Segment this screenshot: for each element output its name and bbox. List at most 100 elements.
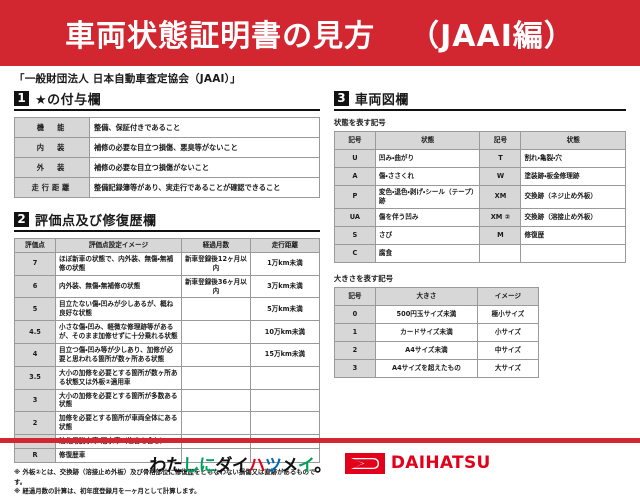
cell-score: 4.5 bbox=[14, 320, 56, 345]
slogan-char: メ bbox=[281, 455, 298, 476]
cell-mileage bbox=[249, 388, 320, 413]
table-row: 2 加修を必要とする箇所が車両全体にある状態 bbox=[14, 411, 320, 436]
row-value: 補修の必要な目立つ損傷がないこと bbox=[89, 157, 320, 178]
cell-image: 大サイズ bbox=[476, 358, 539, 378]
left-column: 1 ★の付与欄 機 能 整備、保証付きであること 内 装 補修の必要な目立つ損傷… bbox=[14, 89, 320, 497]
cell-period bbox=[180, 365, 251, 390]
cell-symbol-left: U bbox=[333, 149, 376, 168]
cell-period bbox=[180, 320, 251, 345]
slogan-char: し bbox=[182, 455, 199, 476]
cell-image: 小サイズ bbox=[476, 322, 539, 342]
table-row: 5 目立たない傷・凹みが少しあるが、概ね良好な状態 5万km未満 bbox=[14, 297, 320, 322]
cell-symbol: 0 bbox=[333, 304, 376, 324]
page-title-subtitle: （JAAI編） bbox=[409, 19, 575, 54]
cell-size: A4サイズを超えたもの bbox=[374, 358, 478, 378]
column-header-size: 大きさ bbox=[374, 286, 478, 306]
cell-image: 加修を必要とする箇所が車両全体にある状態 bbox=[55, 411, 182, 436]
cell-score: 6 bbox=[14, 274, 56, 299]
daihatsu-logo: DAIHATSU bbox=[344, 452, 491, 474]
table-header-row: 評価点 評価点設定イメージ 経過月数 走行距離 bbox=[14, 238, 320, 253]
star-criteria-table: 機 能 整備、保証付きであること 内 装 補修の必要な目立つ損傷、悪臭等がないこ… bbox=[14, 117, 320, 198]
cell-symbol: 2 bbox=[333, 340, 376, 360]
cell-image: 小さな傷・凹み、軽微な修理跡等があるが、そのまま加修せずに十分乗れる状態 bbox=[55, 320, 182, 345]
cell-mileage bbox=[249, 448, 320, 463]
row-value: 補修の必要な目立つ損傷、悪臭等がないこと bbox=[89, 137, 320, 158]
column-header-condition-right: 状態 bbox=[520, 131, 626, 150]
column-header-mileage: 走行距離 bbox=[249, 238, 320, 253]
cell-condition-right bbox=[520, 243, 626, 263]
column-header-score: 評価点 bbox=[14, 238, 56, 253]
table-row: 機 能 整備、保証付きであること bbox=[14, 117, 320, 138]
cell-symbol-left: A bbox=[333, 167, 376, 186]
section-number-badge: 1 bbox=[14, 91, 29, 106]
section-title: 評価点及び修復歴欄 bbox=[35, 214, 157, 229]
brand-wordmark: DAIHATSU bbox=[390, 453, 491, 473]
cell-mileage bbox=[249, 365, 320, 390]
column-header-symbol: 記号 bbox=[333, 286, 376, 306]
size-symbols-subhead: 大きさを表す記号 bbox=[333, 273, 394, 283]
table-row: 3 A4サイズを超えたもの 大サイズ bbox=[333, 358, 539, 378]
cell-symbol-right: T bbox=[479, 149, 522, 168]
cell-image: 修復歴車 bbox=[55, 448, 182, 463]
footer-divider-bar bbox=[0, 438, 640, 443]
cell-score: 5 bbox=[14, 297, 56, 322]
cell-period: 新車登録後12ヶ月以内 bbox=[180, 251, 251, 276]
section-title: ★の付与欄 bbox=[35, 93, 102, 108]
cell-image: 中サイズ bbox=[476, 340, 539, 360]
cell-score: 3 bbox=[14, 388, 56, 413]
table-row: U 凹み・曲がり T 割れ・亀裂・穴 bbox=[333, 149, 626, 168]
table-row: UA 傷を伴う凹み XM ② 交換跡（溶接止め外板） bbox=[333, 207, 626, 227]
slogan-char: た bbox=[165, 455, 183, 476]
cell-condition-left: 変色・退色・剥げ・シール（テープ）跡 bbox=[374, 185, 481, 209]
row-value: 整備、保証付きであること bbox=[89, 117, 320, 138]
cell-symbol-left: S bbox=[333, 225, 376, 245]
table-row: 3.5 大小の加修を必要とする箇所が数ヶ所ある状態又は外板②適用車 bbox=[14, 365, 320, 390]
slogan-char: ツ bbox=[264, 455, 282, 476]
table-row: 2 A4サイズ未満 中サイズ bbox=[333, 340, 539, 360]
cell-symbol-right: M bbox=[479, 225, 522, 245]
condition-symbols-table: 記号 状態 記号 状態 U 凹み・曲がり T 割れ・亀裂・穴 A bbox=[333, 131, 626, 263]
column-header-symbol-right: 記号 bbox=[479, 131, 522, 150]
section-number-badge: 3 bbox=[333, 91, 349, 106]
cell-period bbox=[180, 297, 251, 322]
table-row: 3 大小の加修を必要とする箇所が多数ある状態 bbox=[14, 388, 320, 413]
row-key: 走行距離 bbox=[14, 177, 90, 198]
cell-condition-left: 腐食 bbox=[374, 243, 481, 263]
header-banner: 車両状態証明書の見方 （JAAI編） bbox=[0, 0, 640, 66]
cell-condition-left: 凹み・曲がり bbox=[374, 149, 481, 168]
content-columns: 1 ★の付与欄 機 能 整備、保証付きであること 内 装 補修の必要な目立つ損傷… bbox=[0, 89, 640, 497]
condition-symbols-subhead: 状態を表す記号 bbox=[333, 118, 386, 127]
slogan-char: イ bbox=[297, 455, 315, 476]
table-row: 4.5 小さな傷・凹み、軽微な修理跡等があるが、そのまま加修せずに十分乗れる状態… bbox=[14, 320, 320, 345]
row-key: 機 能 bbox=[14, 117, 90, 138]
slogan-char: わ bbox=[149, 455, 166, 476]
table-row: 6 内外装、無傷・無補修の状態 新車登録後36ヶ月以内 3万km未満 bbox=[14, 274, 320, 299]
cell-score: R bbox=[14, 448, 56, 463]
cell-condition-left: 傷・ささくれ bbox=[374, 167, 481, 186]
section-heading-star: 1 ★の付与欄 bbox=[14, 89, 320, 111]
cell-period bbox=[180, 343, 251, 367]
footnote-line: ※ 経過月数の計算は、初年度登録月を一ヶ月として計算します。 bbox=[14, 487, 201, 496]
slogan-char: に bbox=[198, 455, 216, 476]
row-key: 内 装 bbox=[14, 137, 90, 158]
cell-score: 7 bbox=[14, 251, 56, 276]
cell-mileage bbox=[249, 411, 320, 436]
cell-symbol-right: XM ② bbox=[479, 207, 522, 227]
section-title: 車両図欄 bbox=[354, 93, 409, 108]
table-row: 1 カードサイズ未満 小サイズ bbox=[333, 322, 539, 342]
cell-condition-left: さび bbox=[374, 225, 481, 245]
column-header-image: 評価点設定イメージ bbox=[55, 238, 182, 253]
table-row: C 腐食 bbox=[333, 243, 626, 263]
cell-symbol-left: P bbox=[333, 185, 376, 209]
cell-symbol-right bbox=[479, 243, 522, 263]
column-header-condition-left: 状態 bbox=[374, 131, 481, 150]
table-row: 外 装 補修の必要な目立つ損傷がないこと bbox=[14, 157, 320, 178]
cell-image: 目立つ傷・凹み等が少しあり、加修が必要と思われる箇所が数ヶ所ある状態 bbox=[55, 343, 182, 367]
page-title: 車両状態証明書の見方 （JAAI編） bbox=[65, 11, 575, 55]
cell-mileage: 1万km未満 bbox=[249, 251, 320, 276]
slogan-char: 。 bbox=[314, 455, 331, 476]
cell-condition-left: 傷を伴う凹み bbox=[374, 207, 481, 227]
organization-line: 「一般財団法人 日本自動車査定協会（JAAI）」 bbox=[14, 73, 241, 85]
slogan-char: イ bbox=[231, 455, 249, 476]
cell-image: 大小の加修を必要とする箇所が数ヶ所ある状態又は外板②適用車 bbox=[55, 365, 182, 390]
